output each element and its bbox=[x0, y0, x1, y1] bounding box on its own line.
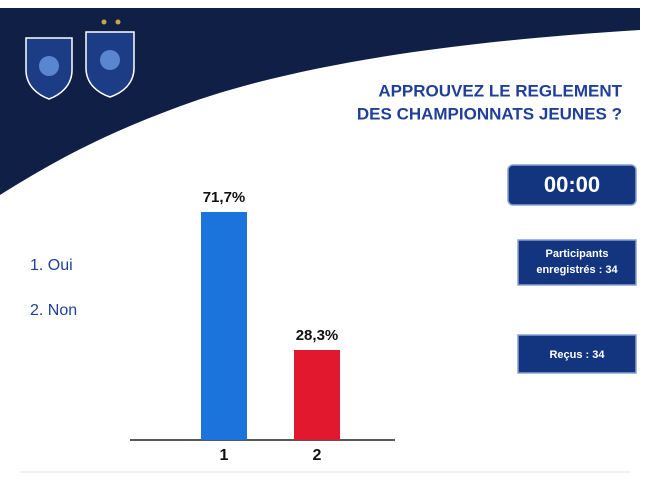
title-line: APPROUVEZ LE REGLEMENT bbox=[378, 81, 622, 100]
participants-box bbox=[517, 239, 637, 286]
timer-box bbox=[507, 164, 637, 206]
received-box bbox=[517, 334, 637, 374]
x-tick-label: 1 bbox=[220, 447, 229, 464]
option: 2. Non bbox=[30, 302, 77, 319]
participants-line: enregistrés : 34 bbox=[536, 264, 618, 276]
participants-line: Participants bbox=[546, 248, 609, 260]
value-label: 71,7% bbox=[203, 189, 246, 206]
bar bbox=[201, 211, 247, 440]
x-tick-label: 2 bbox=[313, 447, 322, 464]
title-line: DES CHAMPIONNATS JEUNES ? bbox=[357, 104, 622, 123]
logo-left bbox=[25, 37, 73, 100]
bar bbox=[294, 350, 340, 440]
timer: 00:00 bbox=[544, 172, 600, 197]
option: 1. Oui bbox=[30, 257, 73, 274]
value-label: 28,3% bbox=[296, 327, 339, 344]
logo-right bbox=[85, 19, 135, 98]
header-band bbox=[0, 8, 640, 195]
received: Reçus : 34 bbox=[549, 349, 605, 361]
